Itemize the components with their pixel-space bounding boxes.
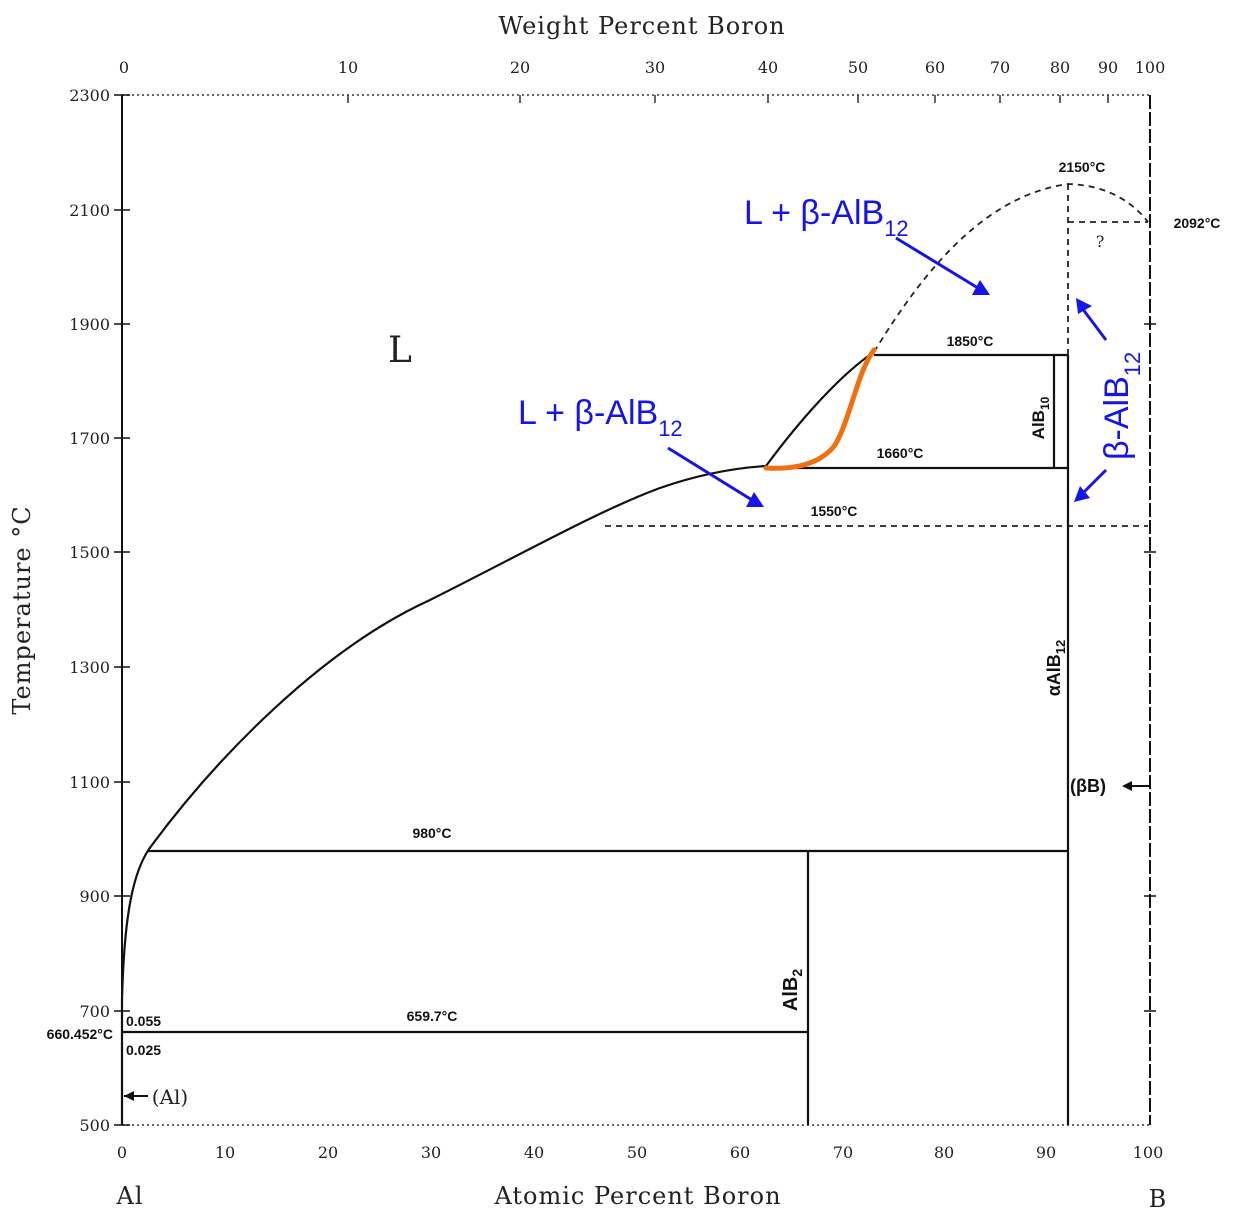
temp-1850-label: 1850°C <box>947 333 994 349</box>
liquidus-curve <box>120 464 767 1001</box>
bottom-tick-label: 60 <box>730 1143 750 1162</box>
top-tick-label: 40 <box>758 58 778 77</box>
bottom-axis-title: Atomic Percent Boron <box>493 1182 781 1210</box>
top-tick-label: 70 <box>990 58 1010 77</box>
annotation-right-arrowhead-down <box>1074 486 1090 502</box>
bottom-tick-label: 50 <box>627 1143 647 1162</box>
upper-liquidus-dashed <box>873 183 1149 353</box>
top-tick-label: 60 <box>925 58 945 77</box>
composition-0025-label: 0.025 <box>126 1042 161 1058</box>
left-tick-label: 700 <box>79 1002 110 1021</box>
bottom-tick-label: 100 <box>1133 1143 1164 1162</box>
melting-point-al-label: 660.452°C <box>47 1026 113 1042</box>
annotation-lower-label: L + β-AlB12 <box>518 394 683 441</box>
annotation-right-arrow-down <box>1080 468 1108 496</box>
bottom-tick-label: 70 <box>833 1143 853 1162</box>
top-tick-label: 50 <box>848 58 868 77</box>
top-tick-label: 10 <box>338 58 358 77</box>
svg-text:αAlB12: αAlB12 <box>1044 640 1068 697</box>
annotation-right-arrow-up <box>1080 307 1108 341</box>
left-tick-label: 1700 <box>69 429 110 448</box>
temp-659-label: 659.7°C <box>407 1008 458 1024</box>
bottom-tick-label: 90 <box>1036 1143 1056 1162</box>
bottom-tick-label: 0 <box>117 1143 127 1162</box>
top-axis-ticks: 0 10 20 30 40 50 60 70 80 90 100 <box>119 58 1165 77</box>
left-tick-label: 2100 <box>69 201 110 220</box>
left-tick-label: 2300 <box>69 86 110 105</box>
left-tick-label: 1500 <box>69 543 110 562</box>
left-axis-ticks: 2300 2100 1900 1700 1500 1300 1100 900 7… <box>69 86 110 1135</box>
top-tick-label: 100 <box>1135 58 1166 77</box>
bottom-tick-label: 20 <box>318 1143 338 1162</box>
annotation-lower-arrow <box>667 446 753 502</box>
annotation-upper-arrow <box>895 236 979 290</box>
temp-1550-label: 1550°C <box>811 503 858 519</box>
annotation-upper-arrowhead <box>972 280 990 295</box>
svg-text:β-AlB12: β-AlB12 <box>1098 352 1145 460</box>
alb2-phase-label: AlB2 <box>780 969 805 1011</box>
element-al-label: Al <box>115 1182 143 1210</box>
left-tick-label: 900 <box>79 887 110 906</box>
temp-1660-label: 1660°C <box>877 445 924 461</box>
annotation-right-label: β-AlB12 <box>1098 352 1145 460</box>
al-arrowhead <box>124 1091 134 1101</box>
alb10-liquidus-line <box>765 351 875 467</box>
bottom-tick-label: 30 <box>421 1143 441 1162</box>
bottom-axis-ticks: 0 10 20 30 40 50 60 70 80 90 100 <box>117 1143 1163 1162</box>
unknown-region-label: ? <box>1096 232 1105 251</box>
svg-text:AlB10: AlB10 <box>1029 396 1052 439</box>
top-tick-label: 80 <box>1050 58 1070 77</box>
liquid-phase-label: L <box>388 330 412 371</box>
temp-2092-label: 2092°C <box>1174 215 1221 231</box>
top-tick-label: 90 <box>1098 58 1118 77</box>
top-tick-label: 0 <box>119 58 129 77</box>
composition-0055-label: 0.055 <box>126 1013 161 1029</box>
left-tick-label: 500 <box>79 1116 110 1135</box>
beta-b-label: (βB) <box>1070 776 1106 796</box>
bottom-tick-label: 40 <box>524 1143 544 1162</box>
right-tick-marks <box>1144 323 1156 1012</box>
left-tick-label: 1100 <box>69 773 110 792</box>
top-axis-title: Weight Percent Boron <box>498 12 785 40</box>
bottom-tick-label: 10 <box>215 1143 235 1162</box>
left-tick-label: 1900 <box>69 315 110 334</box>
annotation-lower-arrowhead <box>746 492 764 507</box>
temp-2150-label: 2150°C <box>1059 159 1106 175</box>
al-phase-label: (Al) <box>152 1085 188 1109</box>
element-b-label: B <box>1149 1185 1168 1213</box>
bottom-tick-label: 80 <box>934 1143 954 1162</box>
beta-b-arrowhead <box>1122 781 1132 791</box>
svg-text:AlB2: AlB2 <box>780 969 805 1011</box>
alpha-alb12-phase-label: αAlB12 <box>1044 640 1068 697</box>
annotation-upper-label: L + β-AlB12 <box>744 194 909 241</box>
top-tick-marks <box>347 95 1109 103</box>
temp-980-label: 980°C <box>412 825 451 841</box>
highlighted-boundary-curve <box>763 347 877 471</box>
top-tick-label: 20 <box>510 58 530 77</box>
alb10-phase-label: AlB10 <box>1029 396 1052 439</box>
left-axis-title: Temperature °C <box>8 505 36 714</box>
left-tick-label: 1300 <box>69 658 110 677</box>
annotation-right-arrowhead-up <box>1076 298 1092 314</box>
top-tick-label: 30 <box>645 58 665 77</box>
